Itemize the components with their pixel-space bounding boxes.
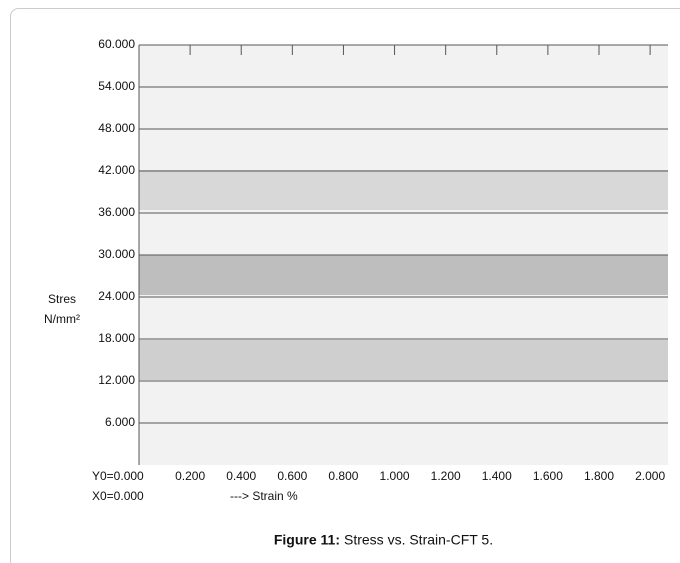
y-tick-label: 42.000 xyxy=(98,163,135,177)
x-origin-label: X0=0.000 xyxy=(92,489,144,503)
band xyxy=(139,255,668,295)
y-label: N/mm² xyxy=(44,312,80,326)
x-tick-label: 0.400 xyxy=(226,469,256,483)
y-tick-label: 12.000 xyxy=(98,373,135,387)
y-tick-label: 18.000 xyxy=(98,331,135,345)
y-tick-label: 60.000 xyxy=(98,37,135,51)
y-tick-label: 54.000 xyxy=(98,79,135,93)
x-tick-label: 0.600 xyxy=(277,469,307,483)
x-tick-label: 0.200 xyxy=(175,469,205,483)
x-tick-label: 1.000 xyxy=(380,469,410,483)
band xyxy=(139,340,668,380)
x-label: ---> Strain % xyxy=(230,489,298,503)
y-tick-label: 24.000 xyxy=(98,289,135,303)
x-tick-label: 1.600 xyxy=(533,469,563,483)
y-label: Stres xyxy=(48,292,76,306)
x-tick-label: 1.400 xyxy=(482,469,512,483)
x-tick-label: 1.800 xyxy=(584,469,614,483)
y-tick-label: 48.000 xyxy=(98,121,135,135)
x-tick-label: 1.200 xyxy=(431,469,461,483)
y-origin-label: Y0=0.000 xyxy=(92,469,144,483)
y-tick-label: 6.000 xyxy=(105,415,135,429)
caption: Stress vs. Strain-CFT 5. xyxy=(344,532,493,548)
y-tick-label: 30.000 xyxy=(98,247,135,261)
figure-label: Figure 11: xyxy=(274,532,340,548)
frame xyxy=(10,8,680,563)
band xyxy=(139,170,668,210)
x-tick-label: 2.000 xyxy=(635,469,665,483)
x-tick-label: 0.800 xyxy=(328,469,358,483)
y-tick-label: 36.000 xyxy=(98,205,135,219)
